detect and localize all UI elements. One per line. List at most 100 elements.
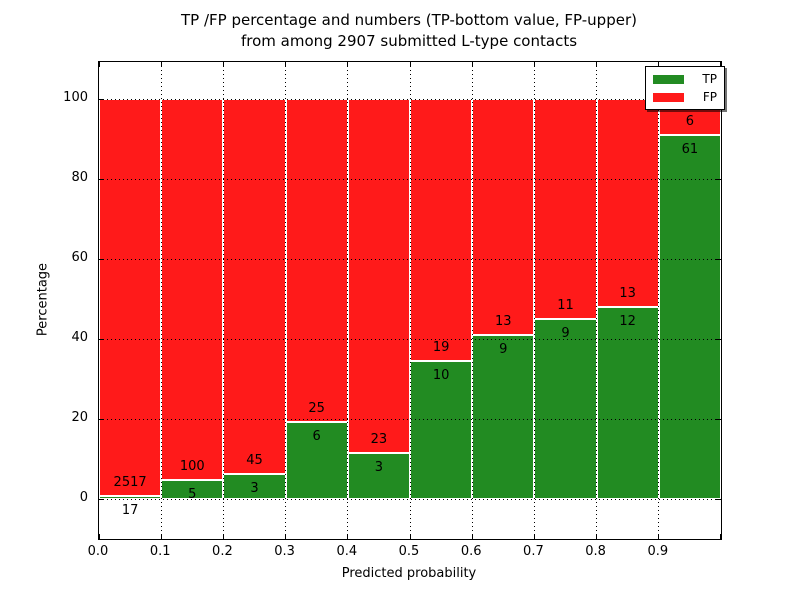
x-tick-bottom-6 xyxy=(471,534,473,539)
x-tick-top-3 xyxy=(285,62,287,67)
bar-segment-fp-7 xyxy=(534,99,597,319)
chart-title-line1: TP /FP percentage and numbers (TP-bottom… xyxy=(181,11,637,29)
tp-count-label-6: 9 xyxy=(499,342,508,358)
x-tick-bottom-2 xyxy=(222,534,224,539)
bar-segment-fp-2 xyxy=(223,99,286,474)
bar-segment-tp-8 xyxy=(596,307,659,499)
tp-count-label-8: 12 xyxy=(619,314,636,329)
legend-label-tp: TP xyxy=(702,72,717,86)
chart-title: TP /FP percentage and numbers (TP-bottom… xyxy=(98,10,720,52)
y-tick-left-40 xyxy=(99,338,104,340)
bar-segment-fp-8 xyxy=(596,99,659,307)
tp-count-label-5: 10 xyxy=(432,368,450,384)
y-tick-right-40 xyxy=(716,338,721,340)
legend-swatch-tp-icon xyxy=(653,75,684,84)
x-tick-top-6 xyxy=(471,62,473,67)
tp-count-label-7: 9 xyxy=(561,326,570,341)
x-tick-bottom-9 xyxy=(658,534,660,539)
x-tick-bottom-7 xyxy=(533,534,535,539)
fp-count-label-6: 13 xyxy=(495,314,512,330)
fp-count-label-3: 25 xyxy=(308,400,325,416)
bar-segment-tp-6 xyxy=(472,335,535,499)
y-tick-right-0 xyxy=(716,498,721,500)
bar-segment-fp-1 xyxy=(161,99,224,480)
y-tick-label-20: 20 xyxy=(71,410,88,425)
legend-item-tp: TP xyxy=(653,73,717,86)
bar-segment-tp-4 xyxy=(347,452,410,499)
x-tick-top-4 xyxy=(347,62,349,67)
x-tick-bottom-5 xyxy=(409,534,411,539)
legend-swatch-fp-icon xyxy=(653,93,684,102)
x-tick-label-0.2: 0.2 xyxy=(212,544,233,559)
tp-count-label-4: 3 xyxy=(374,459,384,475)
x-tick-top-0 xyxy=(99,62,100,67)
tp-count-label-0: 17 xyxy=(121,503,139,519)
x-tick-bottom-10 xyxy=(720,534,721,539)
plot-area: 2517 17 100 5 45 3 25 6 23 3 19 10 13 9 11 9 13 12 6 61 TP … xyxy=(98,61,725,540)
y-tick-left-20 xyxy=(99,418,104,420)
x-tick-bottom-8 xyxy=(596,534,598,539)
x-tick-label-0.7: 0.7 xyxy=(523,544,544,559)
x-tick-bottom-3 xyxy=(285,534,287,539)
fp-count-label-4: 23 xyxy=(370,431,388,447)
x-tick-top-7 xyxy=(533,62,535,67)
bar-segment-fp-0 xyxy=(99,99,162,497)
chart-title-line2: from among 2907 submitted L-type contact… xyxy=(240,32,578,50)
x-tick-bottom-4 xyxy=(347,534,349,539)
x-tick-label-0.6: 0.6 xyxy=(460,544,482,559)
x-tick-label-0.1: 0.1 xyxy=(149,544,171,559)
bar-segment-fp-6 xyxy=(472,99,535,336)
tp-count-label-3: 6 xyxy=(312,428,321,444)
y-tick-left-100 xyxy=(99,98,104,100)
x-tick-label-0.9: 0.9 xyxy=(647,544,669,559)
bar-segment-tp-5 xyxy=(410,361,473,499)
y-tick-label-0: 0 xyxy=(79,490,88,505)
x-tick-label-0.4: 0.4 xyxy=(336,544,358,559)
fp-count-label-0: 2517 xyxy=(113,475,147,491)
bar-segment-tp-3 xyxy=(285,421,348,499)
bar-segment-tp-9 xyxy=(658,134,721,499)
y-tick-label-100: 100 xyxy=(63,90,88,105)
x-tick-label-0.3: 0.3 xyxy=(274,544,295,559)
x-tick-top-8 xyxy=(596,62,598,67)
x-axis-label: Predicted probability xyxy=(341,566,477,581)
x-tick-label-0.5: 0.5 xyxy=(398,544,420,559)
y-tick-label-40: 40 xyxy=(71,330,88,345)
bar-segment-fp-5 xyxy=(410,99,473,362)
legend-item-fp: FP xyxy=(653,91,717,104)
fp-count-label-1: 100 xyxy=(179,458,205,474)
legend-label-fp: FP xyxy=(702,90,717,104)
fp-count-label-8: 13 xyxy=(619,286,636,301)
x-tick-bottom-1 xyxy=(160,534,162,539)
tp-count-label-1: 5 xyxy=(188,486,197,502)
y-tick-left-0 xyxy=(99,498,104,500)
y-tick-left-60 xyxy=(99,258,104,260)
fp-count-label-5: 19 xyxy=(432,340,450,356)
bar-segment-fp-4 xyxy=(347,99,410,453)
tp-count-label-9: 61 xyxy=(681,141,699,157)
x-tick-top-10 xyxy=(720,62,721,67)
x-tick-label-0.0: 0.0 xyxy=(87,544,109,559)
tp-count-label-2: 3 xyxy=(250,481,259,496)
bar-segment-fp-3 xyxy=(285,99,348,422)
y-tick-right-20 xyxy=(716,418,721,420)
y-tick-label-80: 80 xyxy=(71,170,88,185)
y-tick-left-80 xyxy=(99,178,104,180)
fp-count-label-7: 11 xyxy=(557,298,574,313)
legend: TP FP xyxy=(645,66,725,110)
bar-segment-tp-0 xyxy=(99,496,162,499)
y-axis-label: Percentage xyxy=(35,262,51,337)
x-tick-top-2 xyxy=(222,62,224,67)
bar-segment-tp-7 xyxy=(534,319,597,499)
bar-segment-tp-1 xyxy=(161,479,224,499)
x-tick-label-0.8: 0.8 xyxy=(585,544,606,559)
x-tick-top-5 xyxy=(409,62,411,67)
fp-count-label-9: 6 xyxy=(685,113,695,129)
x-tick-top-1 xyxy=(160,62,162,67)
fp-count-label-2: 45 xyxy=(246,453,263,468)
y-tick-right-60 xyxy=(716,258,721,260)
x-tick-bottom-0 xyxy=(99,534,100,539)
y-tick-right-80 xyxy=(716,178,721,180)
y-tick-label-60: 60 xyxy=(71,250,88,265)
